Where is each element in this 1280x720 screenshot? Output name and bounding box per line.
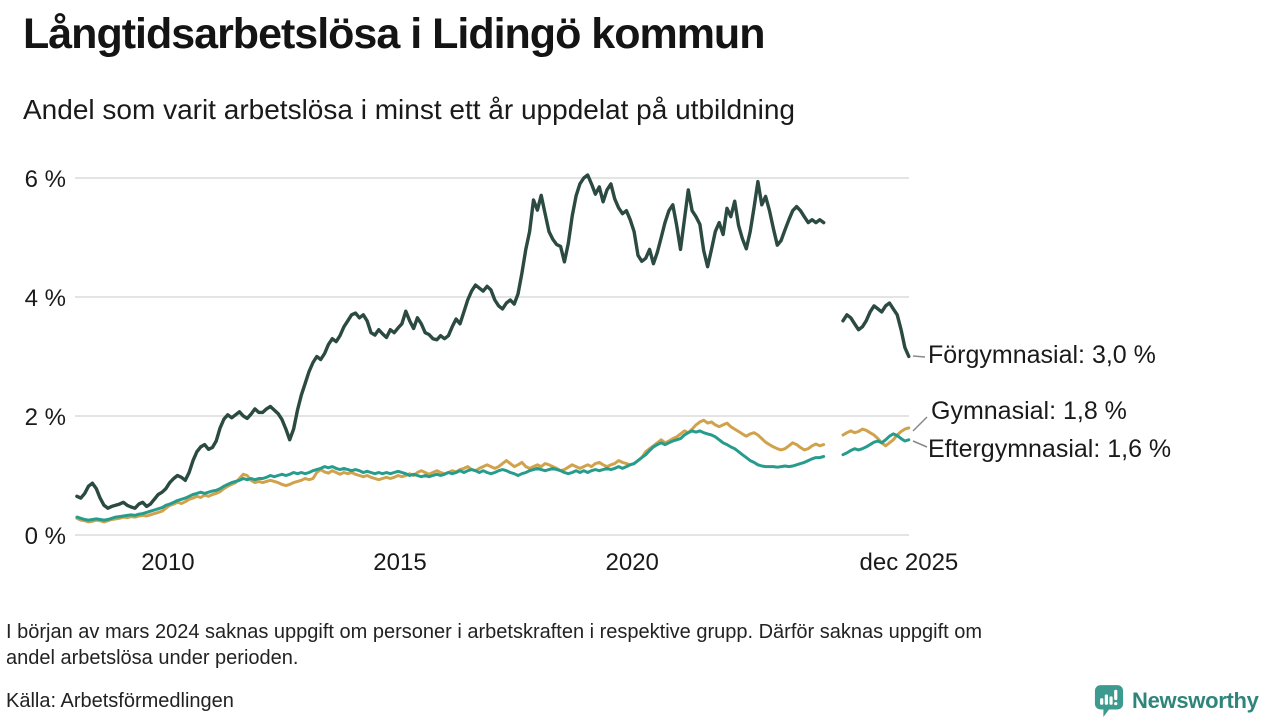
series-label-forgymnasial: Förgymnasial: 3,0 %: [928, 341, 1156, 369]
x-tick-label: 2010: [141, 549, 194, 576]
unemployment-line-chart: 0 % 2 % 4 % 6 % 2010 2015 2020 dec 2025: [25, 166, 959, 576]
line-förgymnasial: [75, 173, 911, 510]
y-tick-label: 0 %: [25, 523, 66, 550]
source-credit: Källa: Arbetsförmedlingen: [6, 690, 234, 712]
label-leader-1: [912, 416, 928, 432]
page-subtitle: Andel som varit arbetslösa i minst ett å…: [23, 94, 795, 125]
y-tick-label: 6 %: [25, 166, 66, 193]
x-tick-label: 2020: [606, 549, 659, 576]
newsworthy-logo: Newsworthy: [1094, 684, 1259, 718]
series-label-gymnasial: Gymnasial: 1,8 %: [931, 397, 1127, 425]
series-label-eftergymnasial: Eftergymnasial: 1,6 %: [928, 435, 1172, 463]
y-tick-label: 2 %: [25, 404, 66, 431]
newsworthy-wordmark: Newsworthy: [1132, 688, 1259, 713]
footnote-line-2: andel arbetslösa under perioden.: [6, 647, 299, 669]
newsworthy-logo-icon: [1094, 684, 1124, 718]
x-tick-label: 2015: [373, 549, 426, 576]
line-gymnasial: [75, 418, 911, 524]
footnote-line-1: I början av mars 2024 saknas uppgift om …: [6, 621, 983, 643]
x-tick-label: dec 2025: [860, 549, 959, 576]
page-title: Långtidsarbetslösa i Lidingö kommun: [23, 10, 765, 58]
label-leader-2: [912, 440, 928, 448]
label-leader-0: [912, 355, 926, 358]
y-tick-label: 4 %: [25, 285, 66, 312]
line-eftergymnasial: [75, 429, 911, 522]
